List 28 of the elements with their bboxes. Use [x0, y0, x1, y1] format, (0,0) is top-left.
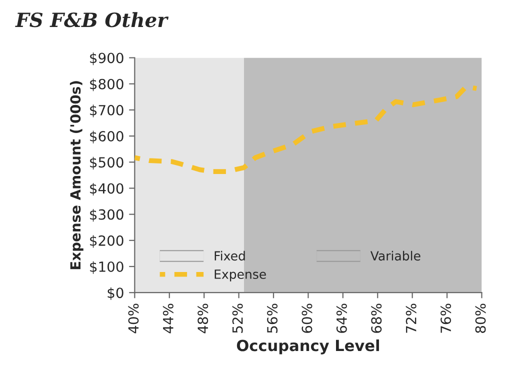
- x-tick-label: 56%: [267, 304, 278, 333]
- line-series: [134, 84, 479, 174]
- y-tick-label: $500: [90, 156, 124, 170]
- x-tick-label: 60%: [302, 304, 312, 333]
- x-tick-label: 48%: [198, 304, 208, 334]
- x-tick-label: 72%: [406, 304, 416, 333]
- x-tick-label: 76%: [440, 304, 452, 333]
- x-tick-label: 68%: [371, 304, 382, 333]
- x-tick-label: 40%: [128, 304, 139, 334]
- x-tick-label: 52%: [232, 304, 243, 333]
- x-tick-label: 44%: [162, 304, 174, 334]
- x-tick-label: 64%: [336, 304, 347, 333]
- y-tick-label: $100: [90, 261, 124, 274]
- chart-title: FS F&B Other: [15, 12, 169, 28]
- y-tick-label: $900: [90, 52, 124, 66]
- y-tick-label: $0: [108, 287, 124, 300]
- x-tick-label: 80%: [475, 304, 486, 333]
- band-label: Fixed: [214, 250, 245, 261]
- y-tick-label: $400: [90, 182, 124, 196]
- y-axis-title: Expense Amount ('000s): [70, 81, 84, 270]
- x-axis-title: Occupancy Level: [236, 339, 379, 354]
- y-tick-label: $600: [90, 130, 124, 144]
- band-label: Variable: [370, 250, 420, 261]
- legend-label: Expense: [214, 270, 266, 282]
- y-tick-label: $300: [90, 209, 124, 222]
- y-tick-label: $200: [90, 235, 124, 248]
- y-tick-label: $800: [90, 78, 124, 92]
- y-tick-label: $700: [90, 104, 124, 118]
